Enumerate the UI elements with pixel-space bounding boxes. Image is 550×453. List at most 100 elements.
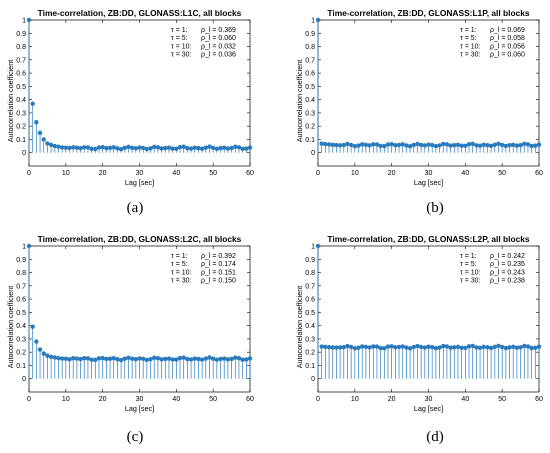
stem-marker — [499, 142, 505, 148]
stem-marker — [71, 355, 76, 361]
stem-marker — [492, 142, 497, 147]
stem-marker — [536, 142, 542, 147]
stem-marker — [240, 357, 245, 362]
y-tick-label: 0.6 — [16, 297, 26, 304]
stem-marker — [433, 143, 439, 149]
stem-marker — [111, 355, 116, 361]
stem-marker — [418, 142, 424, 148]
y-tick-label: 0.8 — [305, 44, 315, 51]
y-tick-label: 0.3 — [305, 336, 315, 343]
y-tick-label: 0.2 — [16, 124, 26, 131]
stat-rho-value: ρ_l = 0.392 — [201, 253, 236, 260]
stem-marker — [514, 143, 520, 148]
x-tick-label: 40 — [461, 170, 469, 177]
stem-marker — [326, 142, 332, 147]
stem-marker — [389, 344, 394, 349]
y-tick-label: 1 — [311, 18, 315, 25]
stem-marker — [536, 344, 542, 349]
stem-marker — [459, 143, 464, 148]
stem-marker — [371, 142, 376, 147]
stem-marker — [107, 356, 113, 361]
stem-marker — [148, 357, 153, 362]
stat-rho-value: ρ_l = 0.058 — [490, 35, 525, 42]
stem-marker — [415, 343, 420, 349]
stem-marker — [363, 344, 369, 350]
y-tick-label: 0.5 — [305, 310, 315, 317]
stat-tau-label: τ = 1: — [171, 27, 188, 34]
stem-marker — [437, 143, 442, 148]
stem-marker — [348, 142, 354, 148]
stem-marker — [56, 355, 61, 361]
stem-marker — [41, 137, 46, 142]
stem-marker — [503, 345, 509, 351]
stem-marker — [407, 346, 413, 351]
chart-title: Time-correlation, ZB:DD, GLONASS:L1P, al… — [327, 8, 529, 18]
stem-marker — [48, 142, 54, 147]
y-tick-label: 0.4 — [305, 323, 315, 330]
stem-marker — [429, 142, 435, 148]
stem-marker — [207, 355, 212, 360]
stem-marker — [229, 356, 234, 362]
stem-marker — [385, 344, 391, 349]
chart-b: Time-correlation, ZB:DD, GLONASS:L1P, al… — [295, 8, 543, 187]
y-tick-label: 1 — [22, 18, 26, 25]
y-tick-label: 0.5 — [16, 310, 26, 317]
stem-marker — [348, 344, 354, 350]
stem-marker — [319, 141, 324, 146]
stem-marker — [170, 146, 175, 151]
y-tick-label: 0.6 — [305, 71, 315, 78]
x-tick-label: 30 — [425, 170, 433, 177]
stem-marker — [247, 356, 253, 361]
stem-marker — [415, 141, 420, 147]
stem-marker — [426, 344, 431, 349]
stem-marker — [174, 146, 179, 151]
stem-marker — [196, 145, 201, 151]
stat-tau-label: τ = 5: — [460, 35, 477, 42]
stem-marker — [437, 345, 442, 350]
stem-marker — [533, 143, 538, 148]
stem-marker — [400, 142, 405, 147]
stem-marker — [203, 145, 208, 150]
stem-marker — [188, 357, 194, 362]
y-tick-label: 0.3 — [305, 110, 315, 117]
stem-marker — [122, 356, 127, 361]
y-tick-label: 0.7 — [305, 57, 315, 64]
stem-marker — [214, 357, 220, 362]
stem-marker — [185, 146, 190, 151]
stem-marker — [233, 355, 238, 360]
stem-marker — [133, 357, 139, 362]
stem-marker — [152, 355, 157, 360]
stem-marker — [529, 345, 534, 351]
stem-marker — [233, 144, 238, 149]
stem-marker — [363, 142, 369, 147]
stem-marker — [371, 344, 376, 349]
stem-marker — [334, 345, 339, 350]
stem-marker — [41, 351, 46, 356]
stem-marker — [196, 356, 201, 362]
y-tick-label: 0.4 — [16, 323, 26, 330]
stem-marker — [115, 357, 120, 362]
y-tick-label: 0.7 — [16, 283, 26, 290]
y-tick-label: 0.6 — [305, 297, 315, 304]
stem-marker — [525, 344, 531, 349]
x-tick-label: 0 — [316, 396, 320, 403]
x-tick-label: 20 — [388, 396, 396, 403]
stat-tau-label: τ = 1: — [171, 253, 188, 260]
y-tick-label: 0.1 — [305, 137, 315, 144]
stem-marker — [71, 145, 76, 150]
stem-marker — [385, 142, 391, 147]
stem-marker — [522, 141, 527, 147]
stem-marker — [511, 344, 516, 350]
stem-marker — [188, 146, 194, 151]
y-tick-label: 0.6 — [16, 71, 26, 78]
stat-rho-value: ρ_l = 0.150 — [201, 278, 236, 285]
stem-marker — [104, 356, 109, 362]
stem-marker — [514, 345, 520, 350]
stem-marker — [481, 142, 486, 147]
stem-marker — [63, 356, 69, 361]
stem-marker — [466, 142, 472, 147]
stem-marker — [411, 344, 416, 350]
stem-marker — [503, 143, 509, 149]
stem-marker — [496, 141, 501, 146]
stem-marker — [452, 142, 457, 148]
